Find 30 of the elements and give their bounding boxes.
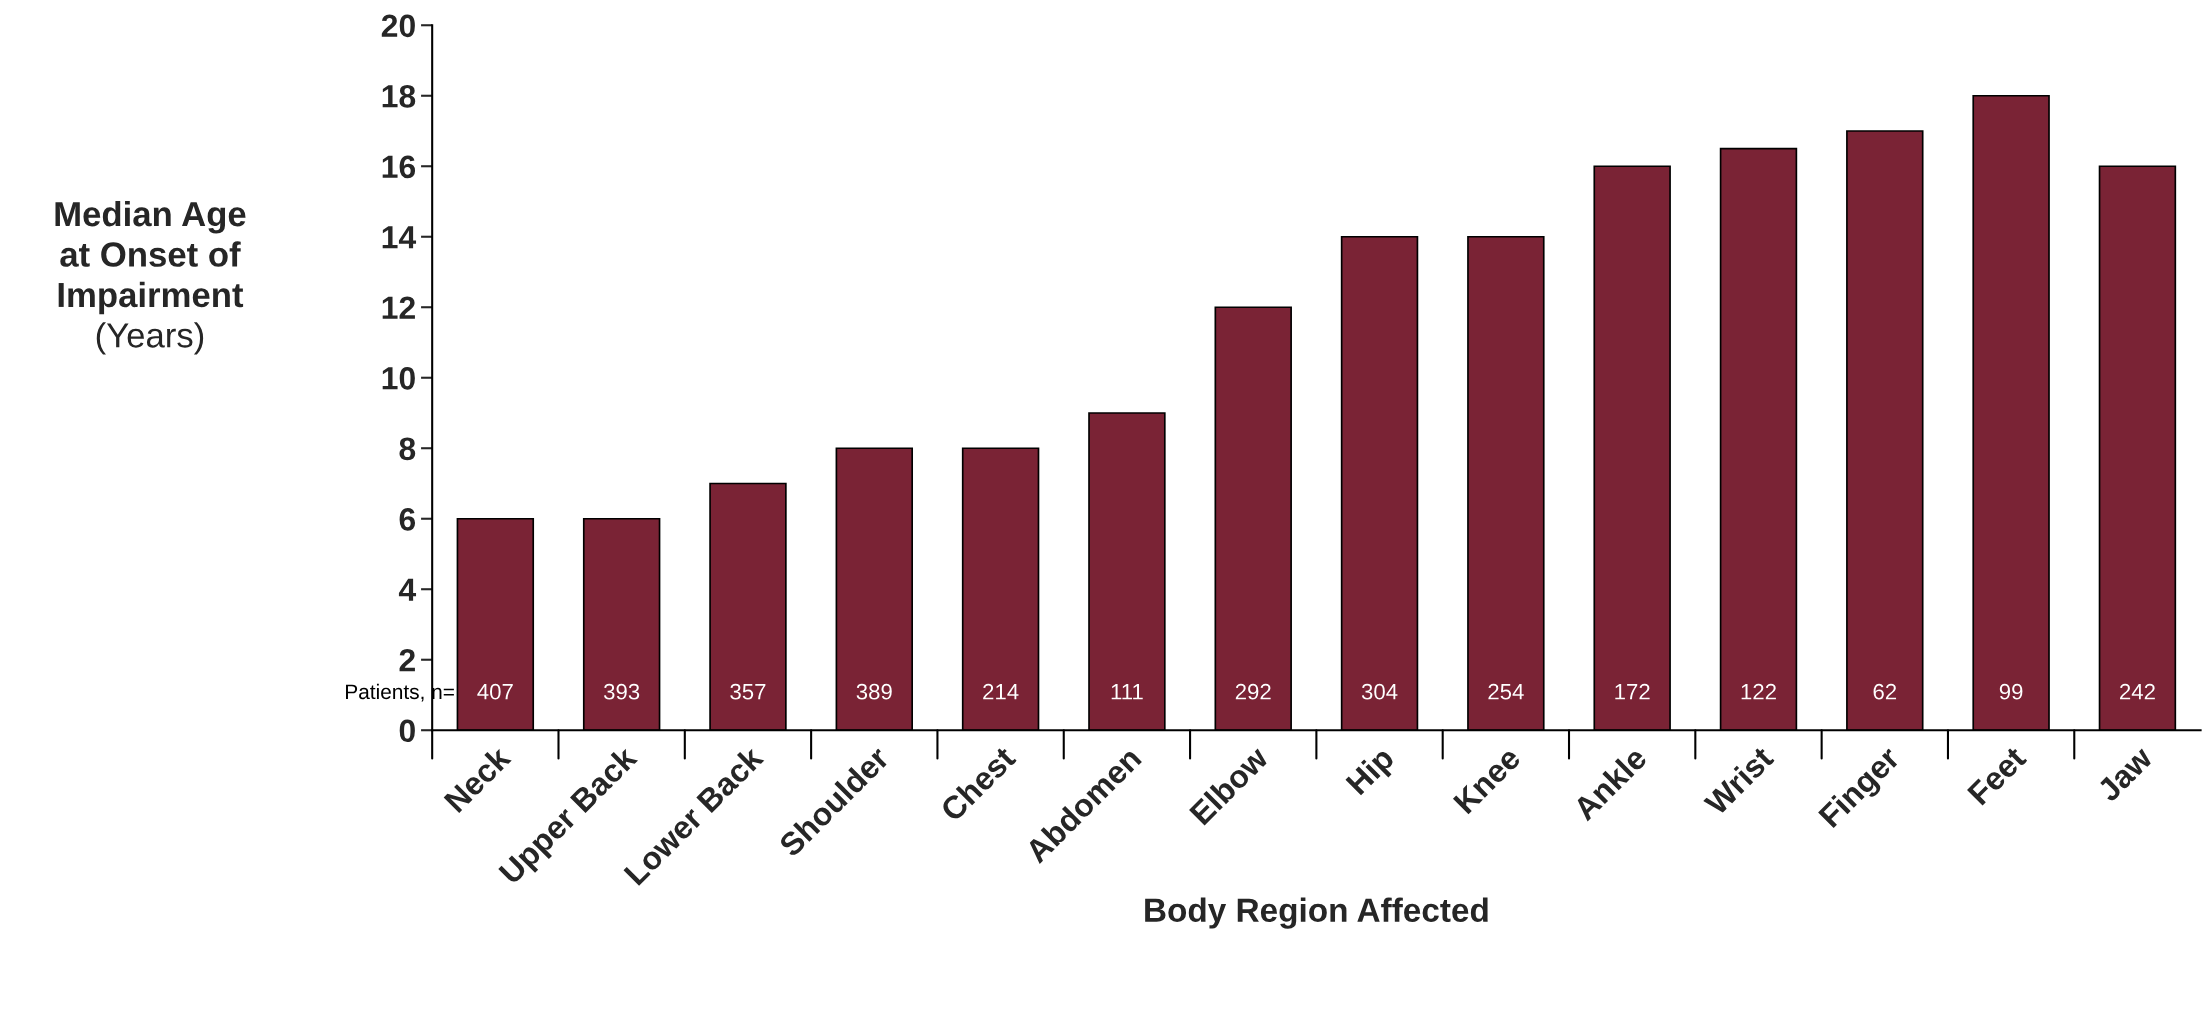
annotation: 292 xyxy=(1235,683,1271,700)
y-tick-label: 8 xyxy=(399,437,416,461)
annotation: 62 xyxy=(1873,683,1897,700)
annotation: 172 xyxy=(1615,683,1650,700)
x-axis-title: Body Region Affected xyxy=(1145,897,1488,929)
y-tick-label: 12 xyxy=(382,296,415,319)
annotation: 111 xyxy=(1111,684,1143,700)
y-tick-label: 0 xyxy=(399,719,415,743)
y-tick-label: 14 xyxy=(382,226,417,249)
annotation: 407 xyxy=(477,683,513,700)
annotation: Patients, n= xyxy=(346,683,454,702)
x-tick-label: Jaw xyxy=(2095,744,2155,804)
annotation: 122 xyxy=(1741,683,1776,700)
y-tick-label: 16 xyxy=(382,155,416,179)
annotation: 254 xyxy=(1488,683,1524,700)
y-tick-label: 20 xyxy=(381,14,415,38)
annotation: 393 xyxy=(603,683,640,700)
y-axis-title: Median Age at Onset of Impairment (Years) xyxy=(55,200,246,355)
y-tick-label: 18 xyxy=(382,85,416,108)
annotation: 357 xyxy=(730,683,766,700)
annotation: 242 xyxy=(2120,683,2155,700)
y-tick-label: 2 xyxy=(399,649,415,672)
y-tick-label: 6 xyxy=(399,508,416,531)
y-tick-label: 4 xyxy=(398,578,417,601)
x-tick-label: Hip xyxy=(1344,745,1400,801)
annotation: 389 xyxy=(856,683,892,700)
annotation: 99 xyxy=(1999,683,2023,700)
annotation: 304 xyxy=(1361,683,1398,700)
annotation: 214 xyxy=(983,683,1019,700)
y-tick-label: 10 xyxy=(382,367,415,390)
